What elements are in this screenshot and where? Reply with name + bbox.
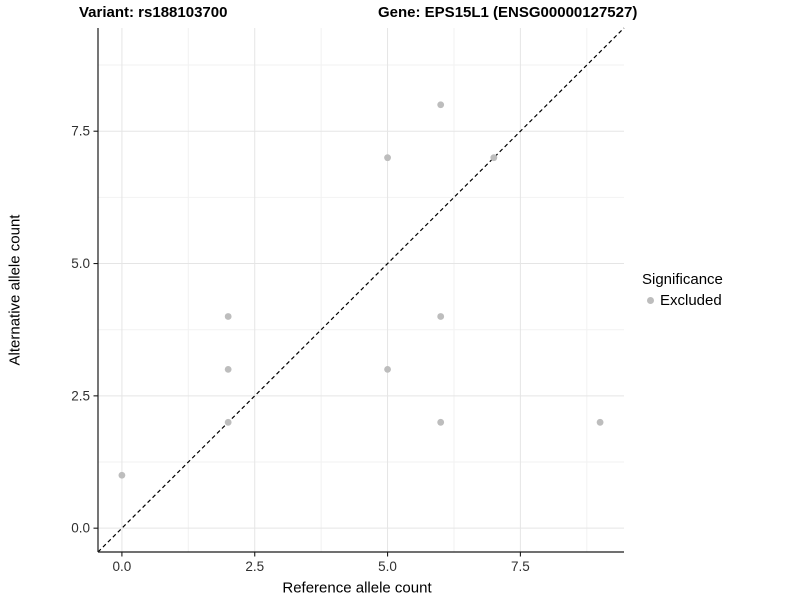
legend-item-excluded: Excluded <box>642 292 723 309</box>
data-point <box>384 365 391 373</box>
data-point <box>596 418 604 426</box>
data-point <box>437 313 445 320</box>
legend: Significance Excluded <box>642 271 723 309</box>
y-axis-title: Alternative allele count <box>6 214 24 366</box>
y-tick-label: 7.5 <box>71 124 90 139</box>
data-point <box>437 101 445 109</box>
x-tick-label: 0.0 <box>113 559 132 574</box>
data-point <box>384 154 391 162</box>
plot-title-gene: Gene: EPS15L1 (ENSG00000127527) <box>378 4 638 21</box>
data-point <box>490 154 498 162</box>
data-point <box>437 418 445 426</box>
identity-line <box>97 27 625 553</box>
x-axis-title: Reference allele count <box>282 579 432 597</box>
y-tick-label: 2.5 <box>71 388 90 403</box>
legend-title: Significance <box>642 271 723 288</box>
data-point <box>118 471 126 479</box>
data-point <box>224 313 232 320</box>
x-tick-label: 7.5 <box>511 559 530 574</box>
data-point <box>224 418 232 426</box>
y-tick-label: 5.0 <box>71 256 90 271</box>
plot-title-variant: Variant: rs188103700 <box>79 4 228 21</box>
x-tick-label: 2.5 <box>245 559 264 574</box>
x-tick-label: 5.0 <box>378 559 397 574</box>
data-point <box>224 365 232 373</box>
legend-item-label: Excluded <box>660 292 722 309</box>
excluded-point-icon <box>647 297 654 304</box>
y-tick-label: 0.0 <box>71 521 90 536</box>
